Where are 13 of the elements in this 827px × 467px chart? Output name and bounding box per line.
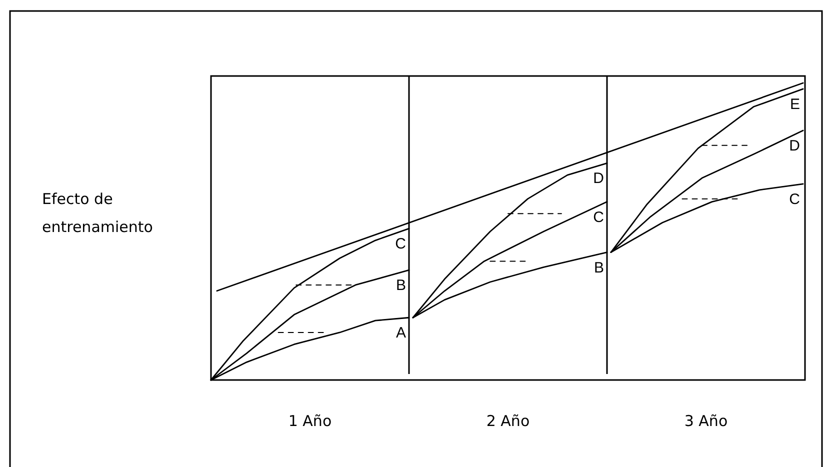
- series-label: D: [789, 138, 800, 155]
- series-label: C: [789, 190, 800, 208]
- series-label: C: [395, 236, 406, 253]
- series-label: B: [594, 259, 604, 276]
- series-label: D: [593, 170, 604, 188]
- series-label: B: [396, 277, 406, 294]
- x-tick-label: 3 Año: [684, 412, 728, 430]
- series-label: A: [396, 324, 406, 342]
- x-tick-label: 2 Año: [486, 412, 530, 430]
- y-axis-title: Efecto de entrenamiento: [42, 190, 153, 236]
- series-label: C: [593, 208, 604, 226]
- series-label: E: [790, 96, 800, 113]
- x-tick-label: 1 Año: [288, 412, 332, 430]
